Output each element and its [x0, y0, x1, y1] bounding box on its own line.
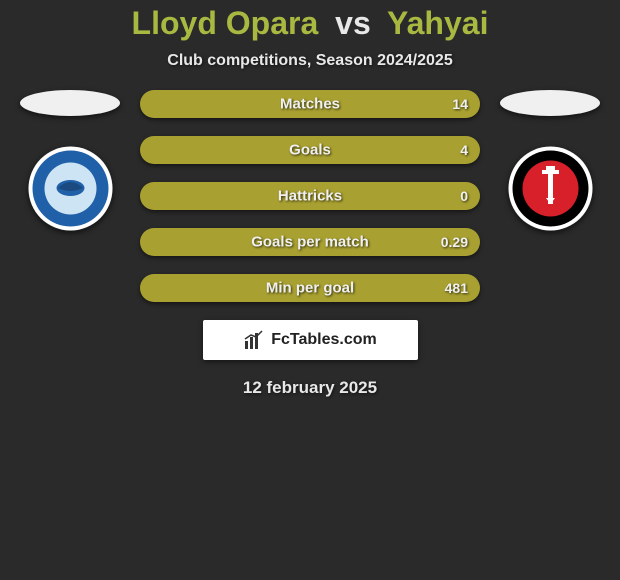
stat-label: Goals — [289, 142, 331, 159]
stat-value-right: 481 — [445, 280, 468, 296]
player2-name: Yahyai — [387, 5, 488, 41]
stat-label: Matches — [280, 96, 340, 113]
stat-bar: Matches 14 — [140, 90, 480, 118]
stat-value-right: 4 — [460, 142, 468, 158]
stats-column: Matches 14 Goals 4 Hattricks 0 Goals per match… — [140, 90, 480, 302]
left-flag — [20, 90, 120, 116]
right-club-crest — [508, 146, 593, 231]
stat-bar: Goals 4 — [140, 136, 480, 164]
left-side — [20, 90, 120, 231]
stat-bar: Hattricks 0 — [140, 182, 480, 210]
main-layout: Matches 14 Goals 4 Hattricks 0 Goals per match… — [0, 90, 620, 302]
brand-chart-icon — [243, 329, 265, 351]
player1-name: Lloyd Opara — [132, 5, 319, 41]
left-club-crest — [28, 146, 113, 231]
right-side — [500, 90, 600, 231]
comparison-widget: Lloyd Opara vs Yahyai Club competitions,… — [0, 0, 620, 398]
stat-value-right: 0.29 — [441, 234, 468, 250]
stat-label: Hattricks — [278, 188, 342, 205]
stat-bar: Min per goal 481 — [140, 274, 480, 302]
stat-value-right: 14 — [452, 96, 468, 112]
stat-label: Min per goal — [266, 280, 354, 297]
stat-value-right: 0 — [460, 188, 468, 204]
stat-label: Goals per match — [251, 234, 369, 251]
date-text: 12 february 2025 — [0, 378, 620, 398]
stat-bar: Goals per match 0.29 — [140, 228, 480, 256]
brand-box[interactable]: FcTables.com — [203, 320, 418, 360]
vs-text: vs — [335, 5, 371, 41]
brand-text: FcTables.com — [271, 331, 377, 349]
page-title: Lloyd Opara vs Yahyai — [0, 5, 620, 42]
subtitle: Club competitions, Season 2024/2025 — [0, 52, 620, 70]
right-flag — [500, 90, 600, 116]
